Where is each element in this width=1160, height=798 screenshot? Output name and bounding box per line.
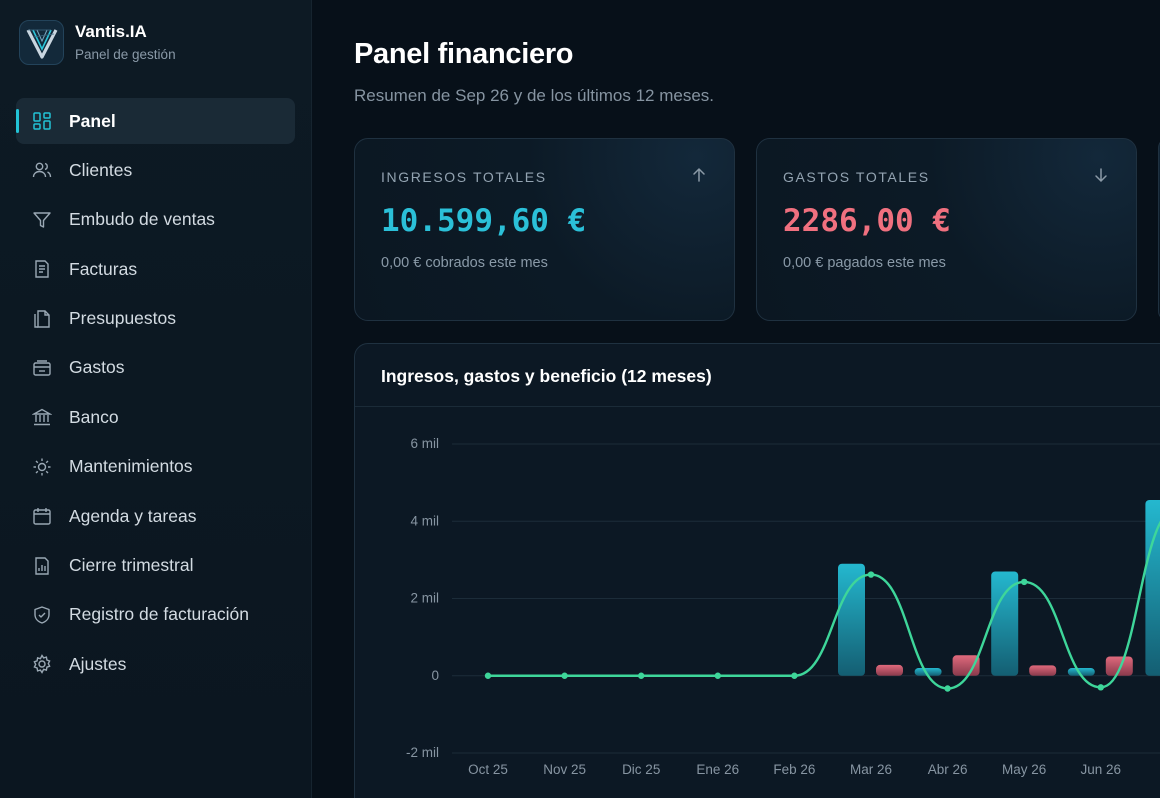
sidebar-item-label: Embudo de ventas (69, 209, 215, 230)
sidebar-item-label: Mantenimientos (69, 456, 193, 477)
income-card: INGRESOS TOTALES 10.599,60 € 0,00 € cobr… (354, 138, 735, 321)
page-title: Panel financiero (354, 38, 574, 70)
income-card-label: INGRESOS TOTALES (381, 169, 547, 185)
brand-subtitle: Panel de gestión (75, 46, 176, 62)
sidebar-item-label: Cierre trimestral (69, 555, 194, 576)
sidebar-item-facturas[interactable]: Facturas (16, 246, 295, 292)
sidebar-item-gastos[interactable]: Gastos (16, 345, 295, 391)
bank-icon (32, 407, 52, 427)
gear-icon (32, 654, 52, 675)
x-tick-label: Jun 26 (1081, 762, 1122, 777)
y-tick-label: 4 mil (410, 513, 439, 528)
profit-point (1097, 684, 1104, 691)
sidebar-item-label: Ajustes (69, 653, 127, 674)
sidebar-item-embudo[interactable]: Embudo de ventas (16, 197, 295, 243)
page-subtitle: Resumen de Sep 26 y de los últimos 12 me… (354, 86, 715, 105)
sidebar-item-label: Facturas (69, 258, 138, 279)
income-card-note: 0,00 € cobrados este mes (381, 255, 548, 271)
sidebar-item-label: Panel (69, 110, 116, 131)
sidebar-item-label: Agenda y tareas (69, 505, 197, 526)
income-bar (1145, 500, 1160, 676)
sidebar-item-label: Banco (69, 406, 119, 427)
sidebar-item-label: Clientes (69, 159, 133, 180)
sidebar-item-cierre[interactable]: Cierre trimestral (16, 543, 295, 589)
x-tick-label: Abr 26 (928, 762, 968, 777)
sidebar-item-presupuestos[interactable]: Presupuestos (16, 296, 295, 342)
sidebar-item-label: Gastos (69, 357, 125, 378)
chart-card: Ingresos, gastos y beneficio (12 meses) … (354, 343, 1160, 798)
x-tick-label: Feb 26 (773, 762, 815, 777)
dashboard-icon (32, 111, 52, 131)
income-bar (914, 668, 942, 676)
y-tick-label: -2 mil (406, 745, 439, 760)
x-tick-label: Nov 25 (543, 762, 586, 777)
brand-title: Vantis.IA (75, 21, 147, 41)
income-bar (838, 563, 865, 676)
profit-point (867, 571, 875, 578)
income-bar (1067, 668, 1095, 676)
funnel-icon (32, 210, 52, 230)
sun-icon (32, 457, 52, 477)
report-icon (32, 556, 52, 576)
y-tick-label: 6 mil (410, 436, 439, 451)
sidebar-item-registro[interactable]: Registro de facturación (16, 592, 295, 638)
income-bar (991, 571, 1019, 676)
expense-card-label: GASTOS TOTALES (783, 169, 930, 185)
documents-icon (32, 309, 52, 329)
expense-card: GASTOS TOTALES 2286,00 € 0,00 € pagados … (756, 138, 1137, 321)
brand[interactable]: Vantis.IA Panel de gestión (19, 20, 176, 65)
profit-point (561, 672, 568, 679)
x-tick-label: Oct 25 (468, 762, 508, 777)
users-icon (32, 160, 52, 180)
profit-point (638, 672, 645, 679)
chart-plot: -2 mil 0 2 mil 4 mil 6 mil Oct 25 Nov 25 Dic 25… (406, 436, 1160, 777)
expense-card-value: 2286,00 € (783, 203, 951, 239)
x-tick-label: May 26 (1002, 762, 1046, 777)
sidebar-item-panel[interactable]: Panel (16, 98, 295, 144)
expense-card-note: 0,00 € pagados este mes (783, 255, 946, 271)
vantis-logo-icon (19, 20, 64, 65)
sidebar-nav: Panel Clientes Embudo de ventas Facturas… (16, 98, 295, 691)
calendar-icon (32, 506, 52, 526)
sidebar-item-agenda[interactable]: Agenda y tareas (16, 493, 295, 539)
chart-header: Ingresos, gastos y beneficio (12 meses) (355, 344, 1160, 407)
shield-icon (32, 605, 52, 625)
y-tick-label: 0 (431, 668, 439, 683)
sidebar-item-banco[interactable]: Banco (16, 394, 295, 440)
x-tick-label: Dic 25 (622, 762, 660, 777)
invoice-icon (32, 259, 52, 279)
profit-point (791, 672, 798, 679)
sidebar: Vantis.IA Panel de gestión Panel Cliente… (0, 0, 312, 798)
chart-title: Ingresos, gastos y beneficio (12 meses) (381, 366, 712, 386)
expense-bar (1029, 665, 1057, 676)
profit-point (944, 685, 951, 692)
profit-point (1021, 578, 1028, 586)
y-tick-label: 2 mil (410, 591, 439, 606)
arrow-up-icon (693, 167, 705, 182)
wallet-icon (32, 358, 52, 378)
x-tick-label: Mar 26 (850, 762, 892, 777)
arrow-down-icon (1095, 168, 1107, 183)
x-tick-label: Ene 26 (696, 762, 739, 777)
profit-point (714, 672, 721, 679)
income-card-value: 10.599,60 € (381, 203, 587, 239)
sidebar-item-label: Registro de facturación (69, 604, 249, 625)
sidebar-item-clientes[interactable]: Clientes (16, 147, 295, 193)
expense-bar (952, 655, 980, 676)
sidebar-item-label: Presupuestos (69, 308, 177, 329)
expense-bar (1105, 656, 1133, 676)
profit-point (484, 672, 492, 679)
sidebar-item-ajustes[interactable]: Ajustes (16, 641, 295, 687)
sidebar-item-mantenimientos[interactable]: Mantenimientos (16, 444, 295, 490)
main-content: Panel financiero Resumen de Sep 26 y de … (312, 0, 1160, 798)
expense-bar (876, 664, 903, 676)
